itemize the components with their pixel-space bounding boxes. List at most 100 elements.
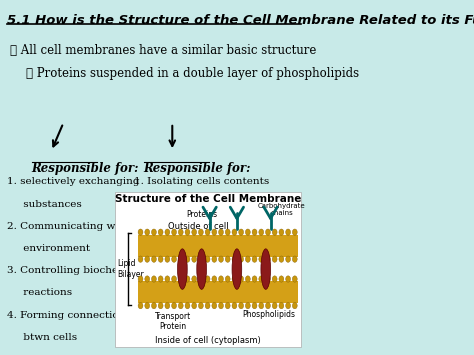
Ellipse shape (212, 229, 217, 235)
Ellipse shape (172, 229, 176, 235)
Ellipse shape (232, 276, 237, 282)
Ellipse shape (178, 276, 183, 282)
Text: Carbohydrate
chains: Carbohydrate chains (258, 203, 306, 216)
Text: Transport
Protein: Transport Protein (155, 312, 191, 331)
Ellipse shape (219, 229, 223, 235)
Ellipse shape (292, 276, 297, 282)
Ellipse shape (279, 276, 284, 282)
Ellipse shape (225, 276, 230, 282)
Ellipse shape (279, 302, 284, 309)
Ellipse shape (219, 256, 223, 262)
Ellipse shape (286, 229, 291, 235)
Text: substances: substances (8, 200, 82, 209)
Text: Proteins: Proteins (186, 210, 217, 219)
Ellipse shape (272, 302, 277, 309)
Ellipse shape (212, 302, 217, 309)
Ellipse shape (178, 229, 183, 235)
Ellipse shape (246, 302, 250, 309)
Ellipse shape (158, 229, 163, 235)
Text: ✓ Proteins suspended in a double layer of phospholipids: ✓ Proteins suspended in a double layer o… (26, 66, 359, 80)
Ellipse shape (172, 302, 176, 309)
Ellipse shape (165, 302, 170, 309)
Ellipse shape (272, 256, 277, 262)
Ellipse shape (165, 229, 170, 235)
Ellipse shape (225, 302, 230, 309)
Ellipse shape (265, 229, 270, 235)
Ellipse shape (252, 256, 257, 262)
Ellipse shape (178, 256, 183, 262)
Ellipse shape (239, 256, 244, 262)
Bar (115, 192, 301, 346)
Ellipse shape (152, 256, 156, 262)
Ellipse shape (158, 276, 163, 282)
Ellipse shape (192, 276, 197, 282)
Ellipse shape (199, 229, 203, 235)
Ellipse shape (286, 302, 291, 309)
Ellipse shape (212, 256, 217, 262)
Ellipse shape (205, 276, 210, 282)
Ellipse shape (185, 302, 190, 309)
Text: 3. Controlling biochemica: 3. Controlling biochemica (8, 266, 144, 275)
Text: Phospholipids: Phospholipids (243, 310, 295, 319)
Ellipse shape (239, 302, 244, 309)
Ellipse shape (138, 229, 143, 235)
Ellipse shape (272, 229, 277, 235)
Ellipse shape (152, 302, 156, 309)
Ellipse shape (152, 229, 156, 235)
Ellipse shape (279, 229, 284, 235)
Ellipse shape (286, 276, 291, 282)
Text: reactions: reactions (8, 289, 73, 297)
Text: Responsible for:: Responsible for: (144, 162, 251, 175)
Ellipse shape (232, 256, 237, 262)
Text: 2. Communicating with: 2. Communicating with (8, 222, 130, 231)
Text: Responsible for:: Responsible for: (32, 162, 139, 175)
Ellipse shape (259, 302, 264, 309)
Ellipse shape (239, 276, 244, 282)
Ellipse shape (138, 276, 143, 282)
Ellipse shape (225, 256, 230, 262)
Ellipse shape (246, 256, 250, 262)
Ellipse shape (279, 256, 284, 262)
Ellipse shape (199, 302, 203, 309)
Ellipse shape (292, 229, 297, 235)
Ellipse shape (252, 229, 257, 235)
Ellipse shape (172, 276, 176, 282)
Ellipse shape (199, 276, 203, 282)
Ellipse shape (212, 276, 217, 282)
Ellipse shape (259, 276, 264, 282)
Ellipse shape (158, 256, 163, 262)
Ellipse shape (259, 256, 264, 262)
Ellipse shape (138, 302, 143, 309)
Ellipse shape (232, 302, 237, 309)
Ellipse shape (205, 229, 210, 235)
Ellipse shape (219, 276, 223, 282)
Ellipse shape (199, 256, 203, 262)
Ellipse shape (185, 229, 190, 235)
Ellipse shape (192, 302, 197, 309)
Ellipse shape (246, 229, 250, 235)
Ellipse shape (185, 276, 190, 282)
Ellipse shape (292, 302, 297, 309)
Text: btwn cells: btwn cells (8, 333, 78, 342)
Text: 1. selectively exchanging: 1. selectively exchanging (8, 178, 140, 186)
Ellipse shape (145, 276, 150, 282)
Text: 4. Forming connections: 4. Forming connections (8, 311, 131, 320)
Ellipse shape (192, 229, 197, 235)
Text: Structure of the Cell Membrane: Structure of the Cell Membrane (115, 195, 301, 204)
Ellipse shape (252, 302, 257, 309)
Ellipse shape (145, 256, 150, 262)
Ellipse shape (232, 249, 242, 289)
Ellipse shape (145, 229, 150, 235)
Ellipse shape (192, 256, 197, 262)
Ellipse shape (205, 302, 210, 309)
Ellipse shape (272, 276, 277, 282)
Ellipse shape (265, 256, 270, 262)
Ellipse shape (178, 249, 187, 289)
Ellipse shape (178, 302, 183, 309)
Text: 5.1 How is the Structure of the Cell Membrane Related to its Function?: 5.1 How is the Structure of the Cell Mem… (8, 14, 474, 27)
Text: Lipid
Bilayer: Lipid Bilayer (117, 260, 144, 279)
Ellipse shape (265, 302, 270, 309)
Text: environment: environment (8, 244, 91, 253)
Ellipse shape (246, 276, 250, 282)
Ellipse shape (292, 256, 297, 262)
